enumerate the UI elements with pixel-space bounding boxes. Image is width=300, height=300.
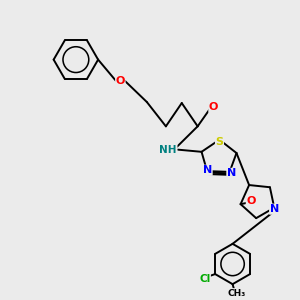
Text: N: N bbox=[270, 204, 279, 214]
Text: S: S bbox=[215, 137, 223, 147]
Text: N: N bbox=[203, 165, 212, 175]
Text: NH: NH bbox=[160, 145, 177, 154]
Text: O: O bbox=[209, 102, 218, 112]
Text: O: O bbox=[116, 76, 125, 86]
Text: Cl: Cl bbox=[199, 274, 210, 284]
Text: CH₃: CH₃ bbox=[228, 289, 246, 298]
Text: O: O bbox=[246, 196, 256, 206]
Text: N: N bbox=[227, 168, 236, 178]
